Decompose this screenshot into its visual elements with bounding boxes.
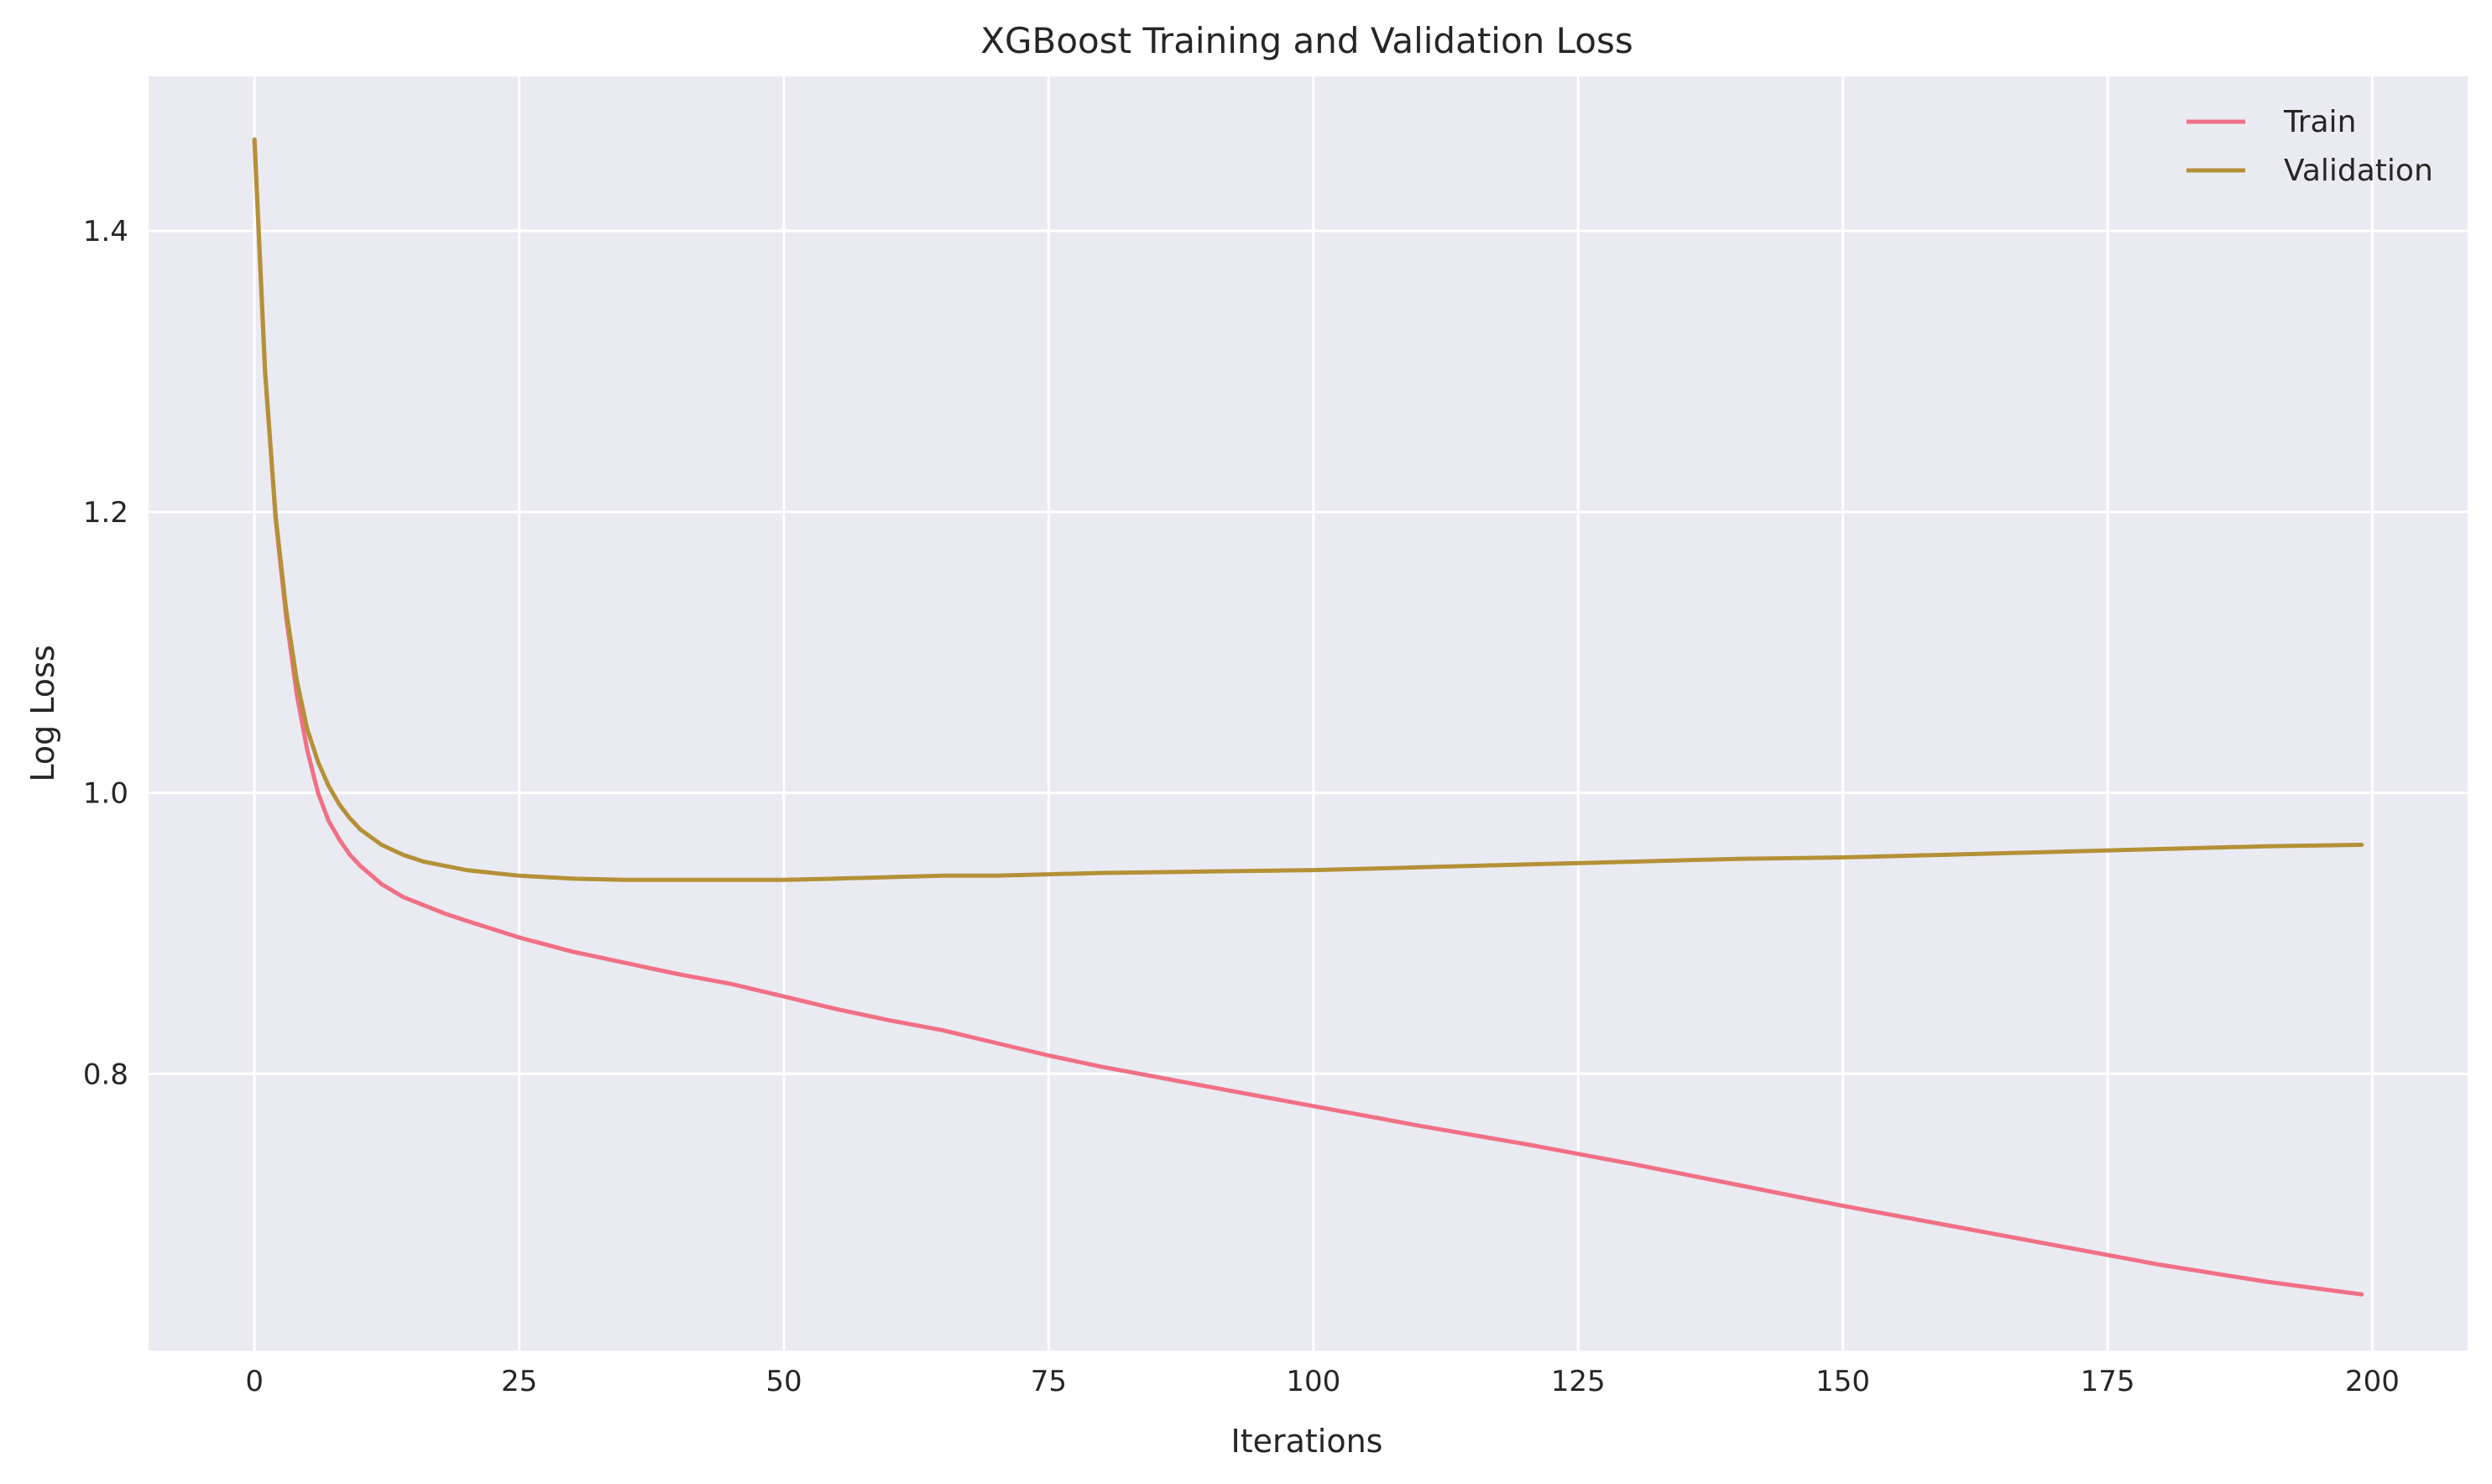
- x-tick-label: 0: [245, 1365, 264, 1398]
- x-tick-label: 150: [1815, 1365, 1870, 1398]
- y-tick-label: 1.4: [83, 215, 128, 248]
- y-tick-labels: 0.8 1.0 1.2 1.4: [83, 215, 128, 1091]
- x-tick-label: 125: [1551, 1365, 1606, 1398]
- legend: Train Validation: [2186, 105, 2433, 188]
- x-tick-label: 25: [501, 1365, 537, 1398]
- x-tick-label: 100: [1286, 1365, 1340, 1398]
- plot-area: [149, 76, 2468, 1351]
- y-tick-label: 0.8: [83, 1058, 128, 1091]
- x-tick-label: 200: [2345, 1365, 2400, 1398]
- legend-label: Validation: [2284, 154, 2433, 188]
- x-tick-label: 75: [1031, 1365, 1067, 1398]
- y-tick-label: 1.2: [83, 496, 128, 530]
- chart-title: XGBoost Training and Validation Loss: [980, 20, 1633, 61]
- x-axis-label: Iterations: [1231, 1423, 1383, 1460]
- x-tick-label: 175: [2081, 1365, 2135, 1398]
- x-tick-labels: 0 25 50 75 100 125 150 175 200: [245, 1365, 2400, 1398]
- grid-lines: [149, 76, 2468, 1351]
- y-tick-label: 1.0: [83, 777, 128, 811]
- y-axis-label: Log Loss: [24, 645, 61, 781]
- legend-label: Train: [2283, 105, 2356, 139]
- x-tick-label: 50: [765, 1365, 802, 1398]
- series-line-train: [252, 137, 2364, 1297]
- series-line-validation: [252, 137, 2364, 882]
- series-lines: [252, 137, 2364, 1297]
